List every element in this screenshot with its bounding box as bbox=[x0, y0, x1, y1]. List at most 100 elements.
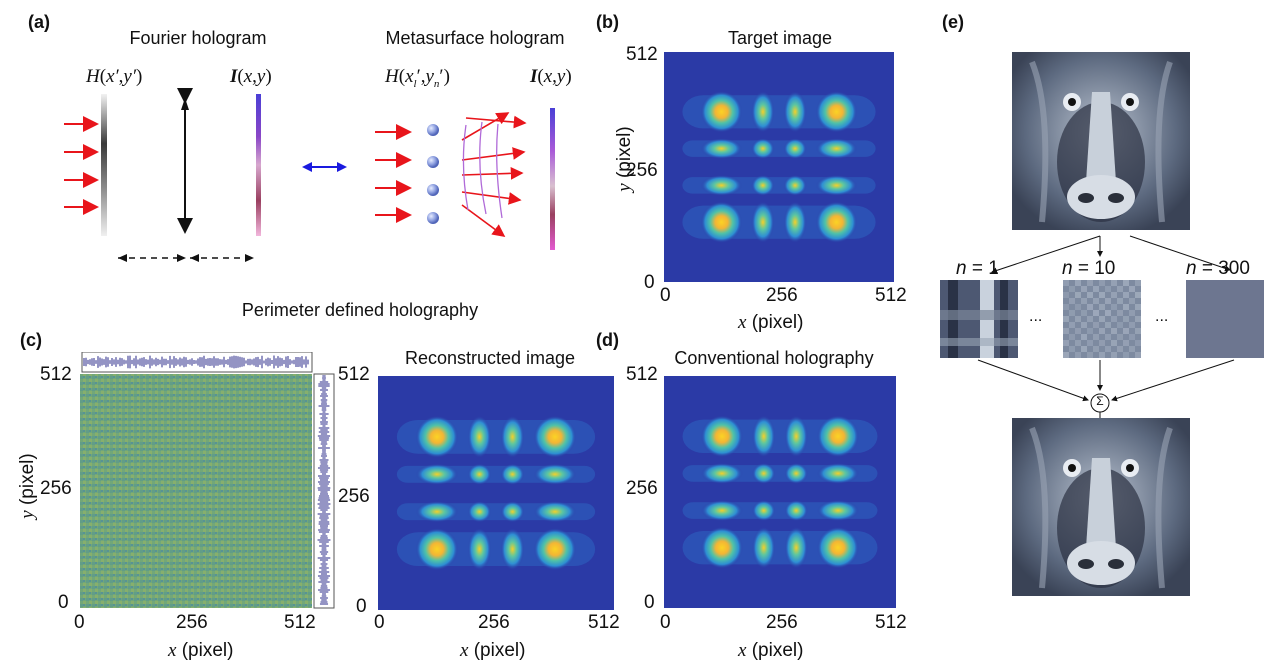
mode-label-300: n = 300 bbox=[1186, 258, 1250, 279]
c-ytick-0: 0 bbox=[58, 592, 69, 613]
recon-ytick-256: 256 bbox=[338, 486, 370, 507]
ellipsis-1: ... bbox=[1029, 308, 1043, 325]
bright-spot bbox=[817, 463, 859, 484]
bright-spot bbox=[500, 528, 525, 571]
mode-cell bbox=[1111, 292, 1117, 298]
mode-cell bbox=[1093, 334, 1099, 340]
bright-spot bbox=[500, 463, 525, 485]
mode-cell bbox=[1111, 352, 1117, 358]
mode-cell bbox=[1105, 286, 1111, 292]
meta-intensity-function: I(x,y) bbox=[530, 66, 572, 87]
recon-ytick-512: 512 bbox=[338, 364, 370, 385]
bright-spot bbox=[751, 138, 775, 159]
mode-cell bbox=[1099, 280, 1105, 286]
mode-cell bbox=[1063, 328, 1069, 334]
mode-cell bbox=[1129, 298, 1135, 304]
panel-b-label: (b) bbox=[596, 12, 619, 32]
b-ytick-0: 0 bbox=[644, 272, 655, 293]
focal-distance-arrows bbox=[118, 254, 254, 262]
panel-a-label: (a) bbox=[28, 12, 50, 32]
mode-cell bbox=[1099, 316, 1105, 322]
mode-cell bbox=[1099, 304, 1105, 310]
mode-cell bbox=[1093, 286, 1099, 292]
mode-cell bbox=[1129, 310, 1135, 316]
mode-cell bbox=[1093, 322, 1099, 328]
bright-spot bbox=[500, 501, 525, 523]
b-xtick-0: 0 bbox=[660, 285, 671, 306]
bright-spot bbox=[751, 175, 775, 196]
mode-cell bbox=[1075, 352, 1081, 358]
hologram-phase-plot bbox=[80, 352, 335, 609]
bright-spot bbox=[815, 175, 858, 196]
mode-cell bbox=[1069, 310, 1075, 316]
bright-spot bbox=[701, 500, 743, 521]
mode-cell bbox=[1075, 304, 1081, 310]
mode-cell bbox=[1099, 292, 1105, 298]
mode-cell bbox=[1117, 322, 1123, 328]
mode-cell bbox=[1123, 280, 1129, 286]
bright-spot bbox=[700, 201, 743, 243]
mode-cell bbox=[1123, 328, 1129, 334]
meta-hologram-function: H(xl′,yn′) bbox=[385, 66, 450, 90]
mode-cell bbox=[1117, 298, 1123, 304]
bright-spot bbox=[752, 500, 776, 521]
mode-image-300 bbox=[1186, 280, 1264, 358]
mode-cell bbox=[1129, 286, 1135, 292]
mode-cell bbox=[1135, 340, 1141, 346]
target-image-title: Target image bbox=[727, 28, 833, 48]
image-plane bbox=[256, 94, 261, 236]
mode-cell bbox=[1099, 328, 1105, 334]
d-xlabel: x (pixel) bbox=[738, 640, 804, 661]
recon-xtick-0: 0 bbox=[374, 612, 385, 633]
bright-spot bbox=[533, 501, 577, 523]
bright-spot bbox=[415, 528, 459, 571]
hologram-plane bbox=[101, 94, 107, 236]
mode-cell bbox=[1069, 286, 1075, 292]
mode-cell bbox=[1081, 298, 1087, 304]
bright-spot bbox=[783, 138, 807, 159]
mode-cell bbox=[1063, 340, 1069, 346]
mode-cell bbox=[1117, 286, 1123, 292]
b-ylabel: y (pixel) bbox=[614, 126, 635, 192]
scattered-rays bbox=[461, 112, 527, 237]
mode-cell bbox=[1075, 340, 1081, 346]
mode-cell bbox=[1117, 310, 1123, 316]
wavefronts bbox=[462, 121, 503, 219]
mode-cell bbox=[1123, 304, 1129, 310]
bright-spot bbox=[701, 526, 743, 569]
mode-label-1: n = 1 bbox=[956, 258, 999, 279]
baboon-input-image bbox=[1012, 52, 1190, 230]
target-image-plot bbox=[664, 52, 894, 282]
sum-symbol: Σ bbox=[1096, 394, 1104, 408]
recon-xtick-512: 512 bbox=[588, 612, 620, 633]
mode-cell bbox=[1135, 328, 1141, 334]
mode-10-pattern bbox=[1063, 280, 1141, 358]
d-xtick-0: 0 bbox=[660, 612, 671, 633]
right-profile-box bbox=[313, 373, 335, 609]
c-xtick-256: 256 bbox=[176, 612, 208, 633]
mode-cell bbox=[1087, 280, 1093, 286]
hologram-phase-map bbox=[80, 374, 312, 608]
mode-cell bbox=[1069, 334, 1075, 340]
recon-xtick-256: 256 bbox=[478, 612, 510, 633]
mode-cell bbox=[1075, 316, 1081, 322]
mode-cell bbox=[1069, 298, 1075, 304]
mode-cell bbox=[1081, 322, 1087, 328]
mode-cell bbox=[1069, 322, 1075, 328]
bright-spot bbox=[701, 463, 743, 484]
bright-spot bbox=[784, 463, 808, 484]
panel-d-label: (d) bbox=[596, 330, 619, 350]
bright-spot bbox=[751, 91, 775, 133]
mode-cell bbox=[1099, 340, 1105, 346]
bright-spot bbox=[815, 91, 858, 133]
meta-atoms bbox=[427, 124, 439, 224]
conventional-image-plot bbox=[664, 376, 896, 608]
bright-spot bbox=[533, 528, 577, 571]
bright-spot bbox=[752, 463, 776, 484]
mode-cell bbox=[1105, 334, 1111, 340]
mode-image-10 bbox=[1063, 280, 1141, 358]
top-profile-box bbox=[81, 352, 313, 373]
bright-spot bbox=[817, 500, 859, 521]
panel-e-arrows bbox=[977, 235, 1235, 425]
mode-cell bbox=[1081, 334, 1087, 340]
